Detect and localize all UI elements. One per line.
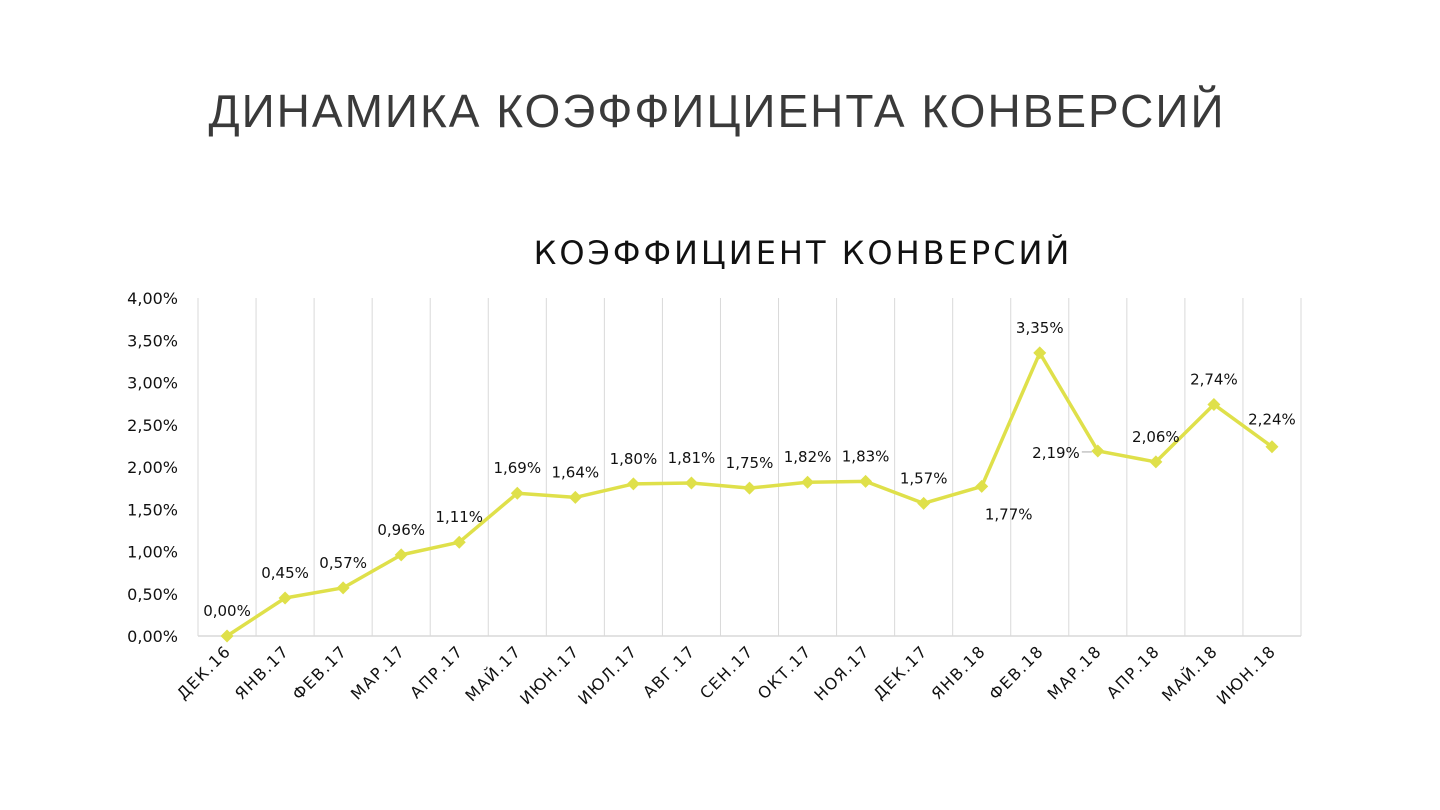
data-point	[1091, 444, 1105, 458]
y-tick-label: 3,50%	[127, 331, 178, 350]
x-tick-label: НОЯ.17	[810, 641, 873, 704]
data-point	[336, 581, 350, 595]
x-tick-label: МАР.17	[347, 641, 409, 703]
data-label: 2,24%	[1248, 411, 1296, 429]
data-point	[859, 474, 873, 488]
data-label: 1,80%	[610, 450, 658, 468]
data-label: 1,64%	[552, 463, 600, 481]
data-label: 2,74%	[1190, 370, 1238, 388]
y-tick-label: 3,00%	[127, 374, 178, 393]
y-tick-label: 2,00%	[127, 458, 178, 477]
data-point	[626, 477, 640, 491]
x-tick-label: ДЕК.16	[173, 641, 235, 703]
x-tick-label: ЯНВ.17	[231, 641, 293, 703]
data-point	[220, 629, 234, 643]
x-tick-label: ФЕВ.18	[985, 641, 1047, 703]
data-point	[917, 496, 931, 510]
x-tick-label: ЯНВ.18	[928, 641, 990, 703]
x-tick-label: МАР.18	[1044, 641, 1106, 703]
data-point	[278, 591, 292, 605]
data-label: 1,77%	[985, 505, 1033, 523]
data-point	[1207, 397, 1221, 411]
data-point	[975, 479, 989, 493]
slide-title: ДИНАМИКА КОЭФФИЦИЕНТА КОНВЕРСИЙ	[208, 85, 1226, 137]
x-tick-label: ИЮН.18	[1213, 641, 1280, 708]
data-label: 0,45%	[261, 564, 309, 582]
x-tick-label: ФЕВ.17	[289, 641, 351, 703]
data-label: 0,96%	[377, 521, 425, 539]
data-label: 1,11%	[435, 508, 483, 526]
y-tick-label: 1,50%	[127, 500, 178, 519]
data-point	[568, 490, 582, 504]
data-label: 1,69%	[493, 459, 541, 477]
x-tick-label: ИЮН.17	[516, 641, 583, 708]
x-tick-label: АПР.18	[1103, 641, 1164, 702]
y-tick-label: 4,00%	[127, 289, 178, 308]
data-label: 1,81%	[668, 449, 716, 467]
data-label: 0,00%	[203, 602, 251, 620]
data-label: 1,75%	[726, 454, 774, 472]
x-tick-label: ОКТ.17	[754, 641, 816, 703]
x-tick-label: АВГ.17	[639, 641, 699, 701]
y-tick-label: 1,00%	[127, 543, 178, 562]
data-label: 3,35%	[1016, 319, 1064, 337]
data-point	[743, 481, 756, 495]
x-tick-label: АПР.17	[406, 641, 467, 702]
y-tick-label: 0,50%	[127, 585, 178, 604]
data-label: 1,57%	[900, 469, 948, 487]
data-point	[1033, 346, 1047, 360]
data-label: 2,06%	[1132, 428, 1180, 446]
data-point	[1149, 455, 1163, 469]
data-label: 1,82%	[784, 448, 832, 466]
x-tick-label: СЕН.17	[696, 641, 757, 702]
y-tick-label: 0,00%	[127, 627, 178, 646]
data-point	[452, 535, 466, 549]
data-label: 0,57%	[319, 554, 367, 572]
data-point	[684, 476, 698, 490]
data-point	[394, 548, 408, 562]
data-point	[510, 486, 524, 500]
y-tick-label: 2,50%	[127, 416, 178, 435]
data-point	[1265, 440, 1279, 454]
chart-title: КОЭФФИЦИЕНТ КОНВЕРСИЙ	[534, 234, 1073, 272]
x-tick-label: ДЕК.17	[870, 641, 932, 703]
data-label: 2,19%	[1032, 444, 1080, 462]
x-tick-label: ИЮЛ.17	[574, 641, 641, 708]
data-point	[801, 475, 815, 489]
data-label: 1,83%	[842, 447, 890, 465]
